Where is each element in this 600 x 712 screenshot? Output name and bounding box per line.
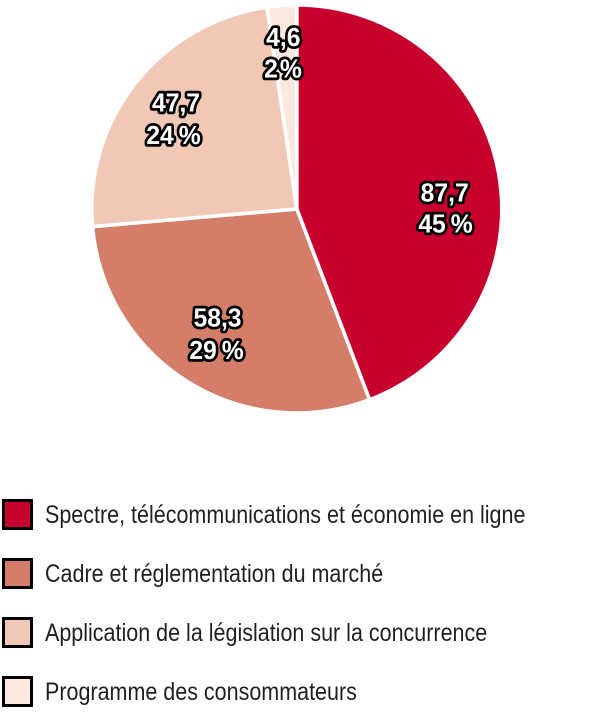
svg-text:58,3: 58,3 xyxy=(193,304,241,333)
svg-text:24 %: 24 % xyxy=(146,122,200,151)
svg-text:29 %: 29 % xyxy=(189,337,243,366)
svg-text:2 %: 2 % xyxy=(264,55,302,84)
svg-text:45 %: 45 % xyxy=(418,210,472,239)
svg-text:47,7: 47,7 xyxy=(152,89,200,118)
svg-text:87,7: 87,7 xyxy=(421,179,469,208)
svg-text:4,6: 4,6 xyxy=(266,23,300,52)
